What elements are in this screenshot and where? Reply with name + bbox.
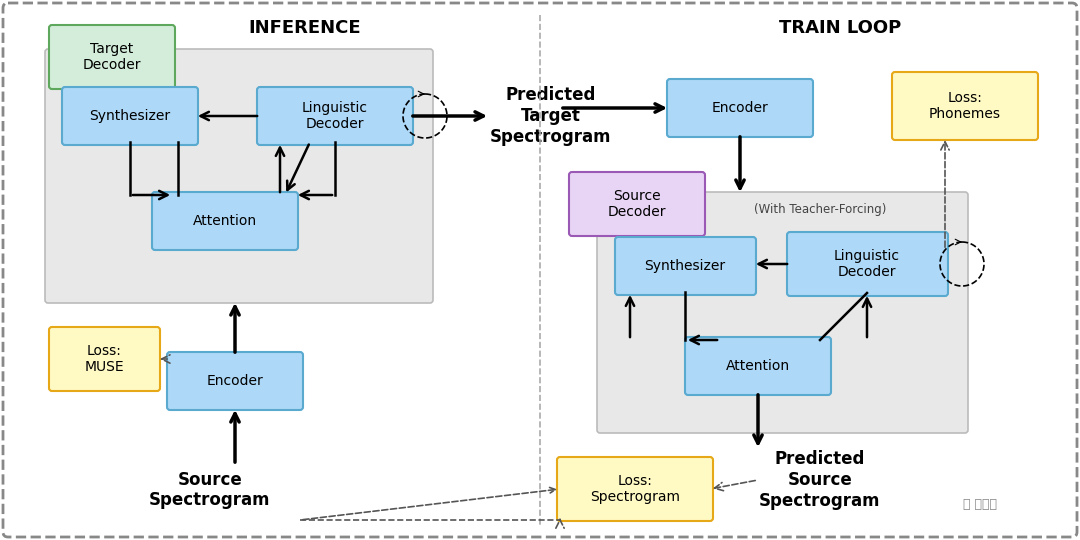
FancyBboxPatch shape xyxy=(62,87,198,145)
Text: Linguistic
Decoder: Linguistic Decoder xyxy=(302,101,368,131)
FancyBboxPatch shape xyxy=(167,352,303,410)
FancyBboxPatch shape xyxy=(257,87,413,145)
Text: Loss:
Spectrogram: Loss: Spectrogram xyxy=(590,474,680,504)
Text: Source
Decoder: Source Decoder xyxy=(608,189,666,219)
Text: Synthesizer: Synthesizer xyxy=(90,109,171,123)
FancyBboxPatch shape xyxy=(49,327,160,391)
Text: Synthesizer: Synthesizer xyxy=(645,259,726,273)
FancyBboxPatch shape xyxy=(787,232,948,296)
Text: INFERENCE: INFERENCE xyxy=(248,19,362,37)
Text: Loss:
MUSE: Loss: MUSE xyxy=(84,344,124,374)
Text: Linguistic
Decoder: Linguistic Decoder xyxy=(834,249,900,279)
Text: Attention: Attention xyxy=(726,359,791,373)
FancyBboxPatch shape xyxy=(152,192,298,250)
Text: Predicted
Source
Spectrogram: Predicted Source Spectrogram xyxy=(759,450,881,510)
Text: Loss:
Phonemes: Loss: Phonemes xyxy=(929,91,1001,121)
FancyBboxPatch shape xyxy=(892,72,1038,140)
Text: Predicted
Target
Spectrogram: Predicted Target Spectrogram xyxy=(490,86,611,146)
FancyBboxPatch shape xyxy=(569,172,705,236)
FancyBboxPatch shape xyxy=(667,79,813,137)
FancyBboxPatch shape xyxy=(615,237,756,295)
Text: Target
Decoder: Target Decoder xyxy=(83,42,141,72)
FancyBboxPatch shape xyxy=(49,25,175,89)
Text: TRAIN LOOP: TRAIN LOOP xyxy=(779,19,901,37)
Text: Encoder: Encoder xyxy=(712,101,768,115)
Text: Attention: Attention xyxy=(193,214,257,228)
FancyBboxPatch shape xyxy=(3,3,1077,537)
Text: Source
Spectrogram: Source Spectrogram xyxy=(149,470,271,509)
FancyBboxPatch shape xyxy=(685,337,831,395)
FancyBboxPatch shape xyxy=(597,192,968,433)
FancyBboxPatch shape xyxy=(45,49,433,303)
Text: (With Teacher-Forcing): (With Teacher-Forcing) xyxy=(754,204,887,217)
Text: Encoder: Encoder xyxy=(206,374,264,388)
FancyBboxPatch shape xyxy=(557,457,713,521)
Text: 🐾 新智元: 🐾 新智元 xyxy=(963,498,997,511)
